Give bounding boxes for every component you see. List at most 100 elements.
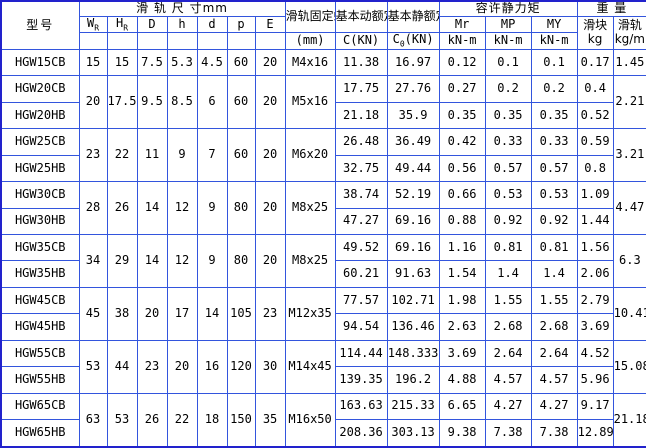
unit-Mr: kN-m [438,32,486,50]
header-col-WR: WR [78,15,108,34]
cell-d: 16 [196,339,228,394]
cell-block-weight: 0.17 [576,48,614,77]
cell-D: 26 [136,392,168,448]
header-model: 型号 [0,0,80,50]
cell-p: 150 [226,392,256,448]
cell-moment-Mr: 0.88 [438,207,486,236]
cell-moment-Mr: 2.63 [438,313,486,341]
cell-D: 14 [136,181,168,236]
cell-dynamic-load: 208.36 [334,419,388,448]
cell-p: 60 [226,48,256,77]
cell-moment-Mr: 0.12 [438,48,486,77]
cell-block-weight: 2.79 [576,286,614,315]
cell-model: HGW65CB [0,392,80,421]
cell-D: 9.5 [136,75,168,130]
cell-E: 20 [254,234,286,288]
cell-HR: 38 [106,286,138,341]
cell-moment-MP: 0.92 [484,207,532,236]
cell-block-weight: 3.69 [576,313,614,341]
cell-HR: 22 [106,128,138,183]
cell-h: 20 [166,339,198,394]
table-row: HGW65HB 208.36 303.13 9.38 7.38 7.38 12.89 [0,419,646,448]
unit-MP: kN-m [484,32,532,50]
cell-HR: 53 [106,392,138,448]
cell-static-load: 52.19 [386,181,440,209]
cell-bolt-size: M16x50 [284,392,336,448]
cell-moment-MY: 0.81 [530,234,578,262]
cell-block-weight: 0.52 [576,101,614,130]
cell-h: 9 [166,128,198,183]
cell-d: 9 [196,181,228,236]
cell-rail-weight: 21.18 [612,392,646,448]
cell-moment-Mr: 1.98 [438,286,486,315]
header-rail-dimensions-group: 滑 轨 尺 寸mm [78,0,286,17]
cell-dynamic-load: 49.52 [334,234,388,262]
cell-p: 105 [226,286,256,341]
cell-h: 5.3 [166,48,198,77]
cell-bolt-size: M4x16 [284,48,336,77]
cell-moment-Mr: 3.69 [438,339,486,368]
cell-dynamic-load: 77.57 [334,286,388,315]
cell-block-weight: 1.09 [576,181,614,209]
cell-moment-Mr: 6.65 [438,392,486,421]
unit-h [166,32,198,50]
cell-static-load: 69.16 [386,234,440,262]
cell-WR: 34 [78,234,108,288]
cell-dynamic-load: 17.75 [334,75,388,103]
header-dynamic-load-group: 基本动额定负荷 [334,0,388,34]
cell-moment-MY: 1.55 [530,286,578,315]
cell-static-load: 69.16 [386,207,440,236]
unit-bolt: (mm) [284,32,336,50]
table-row: HGW25CB 23 22 11 9 7 60 20 M6x20 26.48 36.49 0.42 0.… [0,128,646,183]
cell-E: 20 [254,128,286,183]
cell-p: 120 [226,339,256,394]
cell-E: 35 [254,392,286,448]
cell-rail-weight: 6.3 [612,234,646,288]
cell-bolt-size: M5x16 [284,75,336,130]
cell-static-load: 16.97 [386,48,440,77]
cell-static-load: 91.63 [386,260,440,288]
cell-D: 7.5 [136,48,168,77]
cell-moment-MP: 1.4 [484,260,532,288]
cell-p: 80 [226,234,256,288]
unit-d [196,32,228,50]
cell-h: 12 [166,234,198,288]
cell-moment-Mr: 0.35 [438,101,486,130]
cell-moment-MP: 0.57 [484,154,532,183]
cell-p: 60 [226,75,256,130]
cell-moment-MP: 4.27 [484,392,532,421]
cell-static-load: 49.44 [386,154,440,183]
cell-moment-MY: 2.68 [530,313,578,341]
unit-MY: kN-m [530,32,578,50]
cell-static-load: 303.13 [386,419,440,448]
cell-rail-weight: 2.21 [612,75,646,130]
cell-dynamic-load: 21.18 [334,101,388,130]
header-row-1: 型号 滑 轨 尺 寸mm 滑轨固定螺栓尺寸 基本动额定负荷 基本静额定负荷 容许… [0,0,646,50]
cell-moment-MY: 0.1 [530,48,578,77]
cell-static-load: 36.49 [386,128,440,156]
cell-rail-weight: 3.21 [612,128,646,183]
cell-moment-MP: 1.55 [484,286,532,315]
cell-static-load: 102.71 [386,286,440,315]
cell-bolt-size: M8x25 [284,234,336,288]
cell-dynamic-load: 26.48 [334,128,388,156]
cell-model: HGW45HB [0,313,80,341]
table-row: HGW45HB 94.54 136.46 2.63 2.68 2.68 3.69 [0,313,646,341]
cell-model: HGW55HB [0,366,80,394]
cell-model: HGW20CB [0,75,80,103]
cell-dynamic-load: 47.27 [334,207,388,236]
cell-moment-MY: 0.53 [530,181,578,209]
header-static-load-group: 基本静额定负荷 [386,0,440,34]
cell-d: 14 [196,286,228,341]
header-col-HR: HR [106,15,138,34]
cell-model: HGW45CB [0,286,80,315]
cell-WR: 63 [78,392,108,448]
unit-D [136,32,168,50]
cell-d: 9 [196,234,228,288]
cell-moment-MP: 0.35 [484,101,532,130]
cell-static-load: 215.33 [386,392,440,421]
cell-dynamic-load: 94.54 [334,313,388,341]
cell-E: 20 [254,75,286,130]
cell-moment-MY: 0.92 [530,207,578,236]
